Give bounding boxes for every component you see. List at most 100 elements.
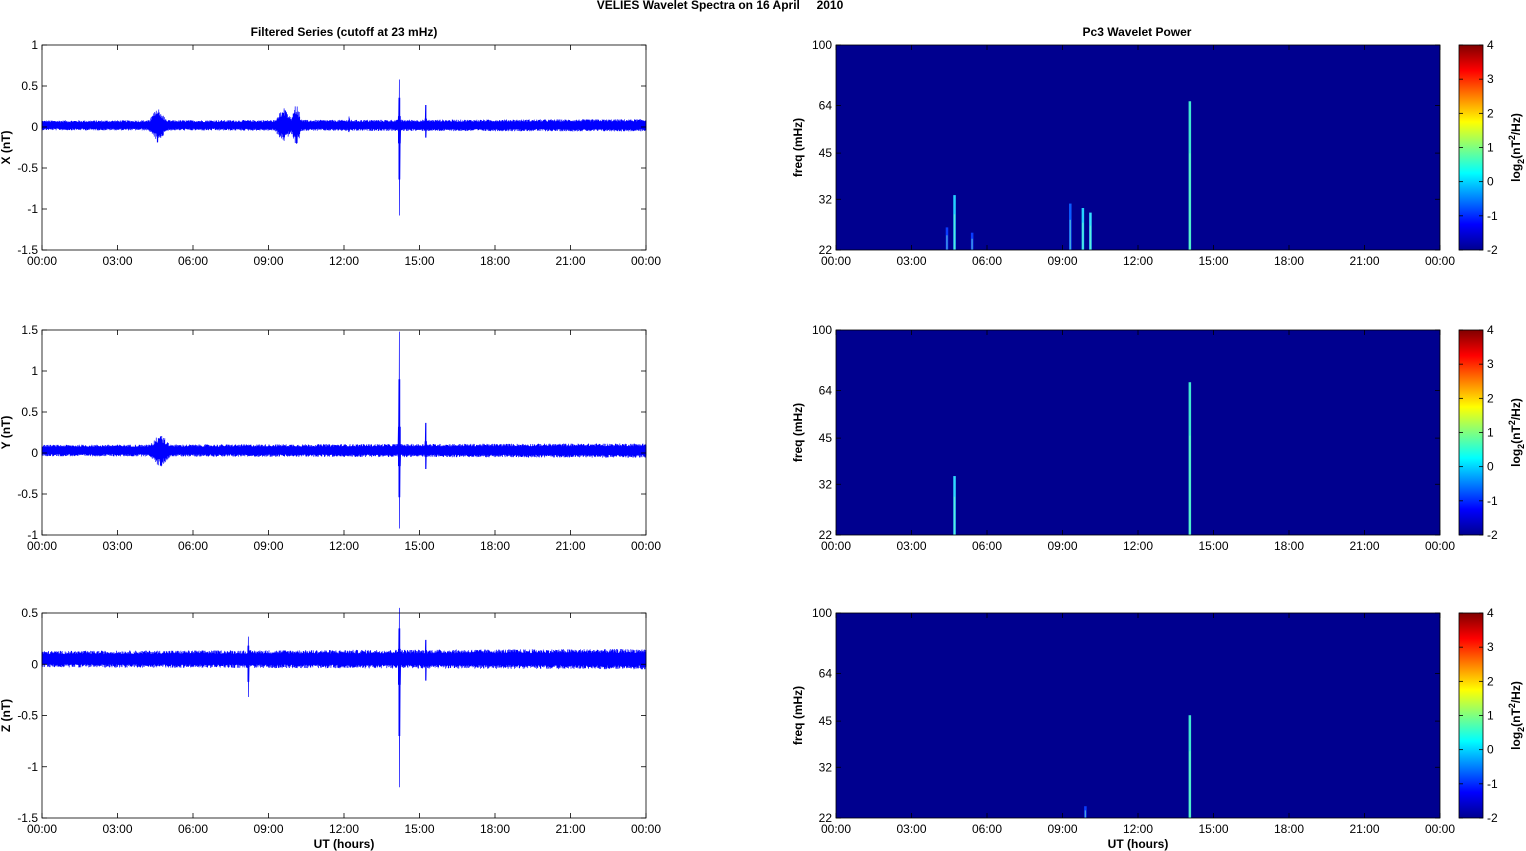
x-tick-label: 21:00 (555, 254, 585, 268)
x-tick-label: 00:00 (27, 254, 57, 268)
colorbar-label: log2(nT2/Hz) (1507, 398, 1526, 467)
y-tick-label: -1 (27, 760, 38, 774)
y-tick-label: 1 (31, 38, 38, 52)
left-column-title: Filtered Series (cutoff at 23 mHz) (251, 25, 438, 39)
heatmap-feature-core (1189, 153, 1191, 250)
x-tick-label: 00:00 (631, 822, 661, 836)
x-tick-label: 15:00 (404, 539, 434, 553)
y-tick-label: -0.5 (17, 487, 38, 501)
heatmap-feature-core (971, 238, 973, 250)
timeseries-panel-x: 10.50-0.5-1-1.500:00 03:00 06:00 09:00 12:00… (0, 38, 661, 268)
x-tick-label: 03:00 (896, 539, 926, 553)
x-tick-label: 18:00 (1274, 822, 1304, 836)
heatmap-feature-core (1189, 435, 1191, 535)
colorbar-tick-label: 2 (1487, 391, 1494, 405)
y-tick-label: -1 (27, 528, 38, 542)
colorbar-tick-label: -2 (1487, 811, 1498, 825)
colorbar-label-part: (nT (1509, 425, 1523, 444)
colorbar-label-part: log (1509, 449, 1523, 467)
colorbar-label-part: /Hz) (1509, 398, 1523, 420)
colorbar-label-part: /Hz) (1509, 113, 1523, 135)
colorbar-tick-label: -1 (1487, 209, 1498, 223)
colorbar-label-part: 2 (1516, 159, 1526, 164)
x-tick-label: 21:00 (1349, 254, 1379, 268)
heatmap-feature-core (953, 214, 956, 250)
timeseries-panel-z: 0.50-0.5-1-1.500:00 03:00 06:00 09:00 12:00 1… (0, 606, 661, 836)
colorbar-label-part: 2 (1507, 420, 1517, 425)
colorbar-tick-label: 1 (1487, 426, 1494, 440)
colorbar-tick-label: 2 (1487, 674, 1494, 688)
x-tick-label: 15:00 (1198, 539, 1228, 553)
heatmap-background (836, 330, 1440, 535)
x-tick-label: 21:00 (555, 822, 585, 836)
y-tick-label: 0 (31, 446, 38, 460)
y-tick-label: -1.5 (17, 811, 38, 825)
x-tick-label: 00:00 (821, 254, 851, 268)
colorbar-tick-label: 4 (1487, 323, 1494, 337)
y-tick-label: -1 (27, 202, 38, 216)
x-tick-label: 15:00 (1198, 254, 1228, 268)
y-tick-label: 100 (812, 38, 832, 52)
y-tick-label: -0.5 (17, 161, 38, 175)
y-tick-label: 22 (819, 811, 833, 825)
x-tick-label: 00:00 (1425, 254, 1455, 268)
colorbar-tick-label: -2 (1487, 243, 1498, 257)
heatmap-feature-core (1082, 222, 1084, 250)
colorbar-tick-label: 0 (1487, 460, 1494, 474)
colorbar-label: log2(nT2/Hz) (1507, 681, 1526, 750)
y-axis-label: X (nT) (0, 131, 13, 165)
colorbar-label-part: (nT (1509, 708, 1523, 727)
colorbar-label-part: /Hz) (1509, 681, 1523, 703)
x-tick-label: 09:00 (1047, 822, 1077, 836)
colorbar-tick-label: -1 (1487, 494, 1498, 508)
y-axis-label: freq (mHz) (791, 403, 805, 462)
plot-area (42, 613, 646, 818)
colorbar-tick-label: 3 (1487, 640, 1494, 654)
colorbar-tick-label: 2 (1487, 106, 1494, 120)
x-tick-label: 09:00 (253, 254, 283, 268)
y-tick-label: 1.5 (21, 323, 38, 337)
heatmap-feature-core (946, 235, 948, 250)
y-tick-label: 100 (812, 606, 832, 620)
x-tick-label: 00:00 (631, 539, 661, 553)
x-tick-label: 06:00 (972, 254, 1002, 268)
x-tick-label: 09:00 (1047, 539, 1077, 553)
y-tick-label: 45 (819, 714, 833, 728)
y-tick-label: 64 (819, 98, 833, 112)
x-tick-label: 06:00 (972, 822, 1002, 836)
y-tick-label: 0.5 (21, 405, 38, 419)
colorbar-tick-label: -2 (1487, 528, 1498, 542)
x-tick-label: 09:00 (1047, 254, 1077, 268)
y-axis-label: freq (mHz) (791, 118, 805, 177)
y-axis-label: freq (mHz) (791, 686, 805, 745)
series-line-y (41, 331, 647, 529)
y-tick-label: 1 (31, 364, 38, 378)
heatmap-feature-core (1189, 751, 1191, 818)
colorbar-label-part: log (1509, 732, 1523, 750)
x-tick-label: 03:00 (102, 822, 132, 836)
x-tick-label: 12:00 (329, 254, 359, 268)
x-axis-label: UT (hours) (1108, 837, 1169, 851)
heatmap-feature-core (1069, 219, 1071, 250)
right-column-title: Pc3 Wavelet Power (1083, 25, 1192, 39)
y-tick-label: 64 (819, 383, 833, 397)
x-tick-label: 21:00 (1349, 822, 1379, 836)
x-tick-label: 15:00 (404, 822, 434, 836)
colorbar-tick-label: 3 (1487, 72, 1494, 86)
y-tick-label: 0.5 (21, 606, 38, 620)
x-tick-label: 12:00 (1123, 254, 1153, 268)
colorbar-tick-label: 1 (1487, 709, 1494, 723)
plots-group: 1 0.5 0 -0.5 -1 -1.5 00:00 03:00 06:00 09:00 12:00… (0, 38, 1526, 851)
x-tick-label: 00:00 (821, 539, 851, 553)
x-tick-label: 06:00 (972, 539, 1002, 553)
colorbar-label-part: 2 (1507, 135, 1517, 140)
x-tick-label: 18:00 (480, 539, 510, 553)
x-axis-label: UT (hours) (314, 837, 375, 851)
y-tick-label: 0.5 (21, 79, 38, 93)
heatmap-background (836, 613, 1440, 818)
